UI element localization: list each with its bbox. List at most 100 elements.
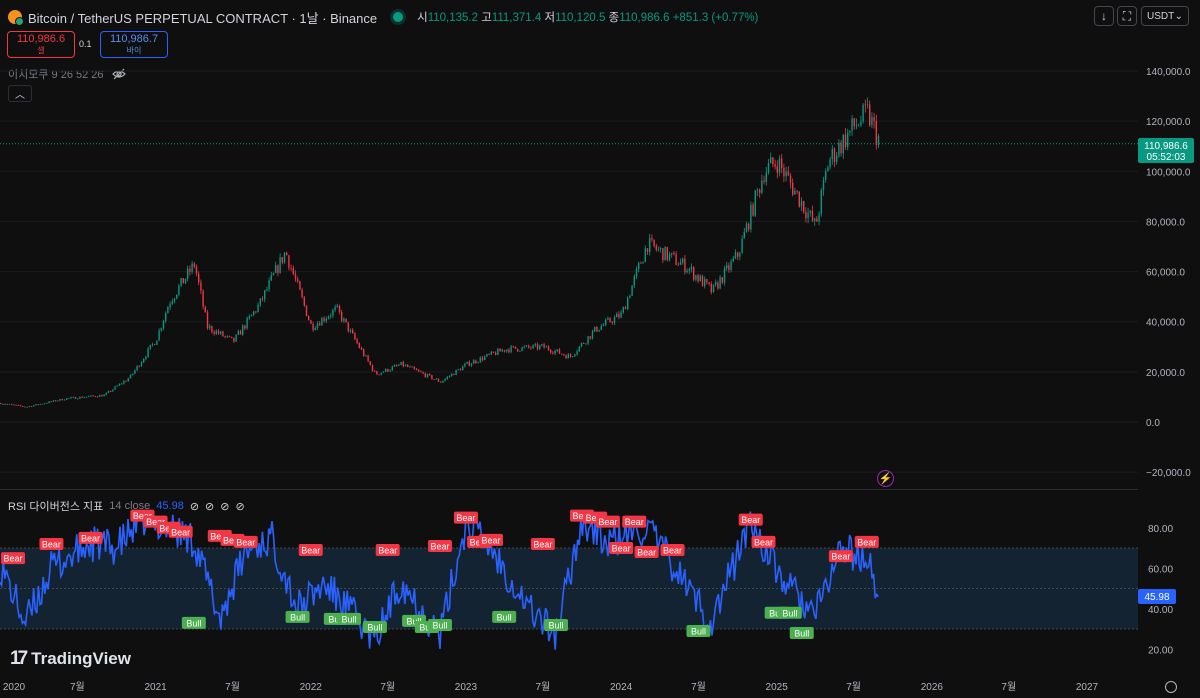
label-text: Bear (133, 511, 152, 521)
candle-body (827, 167, 829, 172)
candle-body (369, 361, 371, 366)
candle-body (200, 282, 202, 291)
price-axis[interactable]: 140,000.0 120,000.0 100,000.0 80,000.0 60,00… (1146, 67, 1191, 479)
high-value: 111,371.4 (491, 12, 542, 24)
candle-body (374, 370, 376, 372)
candle-body (706, 279, 708, 283)
candle-body (332, 309, 334, 316)
candle-body (2, 404, 4, 405)
bull-label: Bull (285, 610, 310, 623)
candle-body (761, 180, 763, 193)
candle-body (198, 273, 200, 283)
candle-body (860, 121, 862, 126)
candle-body (609, 318, 611, 323)
order-quantity[interactable]: 0.1 (79, 39, 92, 49)
candle-body (580, 343, 583, 347)
candle-body (149, 344, 151, 349)
bear-label: Bear (78, 531, 103, 544)
candle-body (585, 343, 587, 345)
candle-body (184, 278, 187, 284)
candle-body (13, 404, 15, 406)
candle-body (589, 336, 591, 339)
candle-body (695, 275, 697, 280)
candle-body (338, 305, 341, 313)
rsi-value-label: 45.98 (1138, 589, 1176, 604)
rsi-axis[interactable]: 80.00 60.00 40.00 20.00 (1148, 524, 1173, 657)
candle-body (19, 405, 22, 407)
candle-body (688, 269, 690, 271)
time-axis[interactable]: 2020 7월 2021 7월 2022 7월 2023 7월 2024 7월 2025 7월 2026… (3, 681, 1099, 693)
candle-body (255, 311, 257, 313)
candle-body (646, 248, 649, 253)
label-text: Bear (456, 513, 475, 523)
candle-body (873, 117, 875, 122)
bear-label: Bear (595, 515, 620, 528)
candle-body (825, 171, 827, 180)
candle-body (125, 380, 127, 382)
candle-body (393, 365, 396, 367)
candle-body (811, 210, 814, 221)
rsi-tick-label: 40.00 (1148, 605, 1173, 616)
candle-body (554, 350, 556, 354)
candle-body (803, 201, 805, 212)
candle-body (671, 252, 673, 255)
candle-body (622, 307, 624, 313)
collapse-legend-button[interactable]: ︿ (8, 85, 32, 102)
price-tick-label: 60,000.0 (1146, 268, 1185, 279)
candle-body (675, 253, 677, 265)
candle-body (299, 281, 301, 290)
candle-body (840, 142, 842, 154)
candle-body (352, 329, 354, 334)
label-text: Bull (794, 629, 809, 639)
lightning-icon[interactable]: ⚡ (877, 470, 894, 487)
price-tick-label: 20,000.0 (1146, 368, 1185, 379)
buy-button[interactable]: 110,986.7 바이 (100, 31, 168, 58)
candle-body (462, 366, 464, 371)
candle-body (68, 398, 70, 399)
candle-body (46, 403, 48, 404)
candle-body (176, 294, 178, 299)
rsi-legend[interactable]: RSI 다이버전스 지표 14 close 45.98 ⊘ ⊘ ⊘ ⊘ (8, 498, 245, 514)
candle-body (501, 350, 503, 352)
tv-logo-icon: 17 (10, 648, 28, 669)
candle-body (143, 359, 145, 363)
gear-icon[interactable] (1165, 681, 1177, 693)
bull-label: Bull (777, 606, 802, 619)
candle-body (319, 323, 321, 326)
bear-label: Bear (634, 546, 659, 559)
candle-body (385, 368, 387, 372)
label-bg (777, 606, 802, 619)
download-button[interactable]: ↓ (1094, 6, 1114, 26)
candle-body (437, 378, 440, 382)
candle-body (162, 321, 165, 329)
candle-body (0, 403, 2, 405)
ichimoku-label: 이치모쿠 9 26 52 26 (8, 69, 104, 81)
candle-body (341, 312, 343, 321)
bear-label: Bear (751, 535, 776, 548)
candle-body (594, 326, 596, 332)
label-text: Bear (754, 537, 773, 547)
candle-body (222, 331, 224, 337)
label-text: Bull (549, 620, 564, 630)
symbol-title[interactable]: Bitcoin / TetherUS PERPETUAL CONTRACT · … (28, 10, 378, 26)
fullscreen-button[interactable]: ⛶ (1117, 6, 1137, 26)
bull-label: Bull (337, 612, 362, 625)
close-label: 종 (608, 12, 620, 24)
candle-body (279, 257, 281, 273)
sell-label: 셀 (37, 46, 45, 55)
bear-label: Bear (738, 513, 763, 526)
candle-body (160, 328, 162, 331)
bear-label: Bear (168, 525, 193, 538)
candle-body (752, 204, 754, 216)
sell-button[interactable]: 110,986.6 셀 (7, 31, 75, 58)
candle-body (235, 334, 237, 342)
candle-body (35, 404, 37, 406)
candle-body (147, 348, 149, 357)
currency-select[interactable]: USDT ⌄ (1141, 6, 1189, 26)
bear-label: Bear (530, 537, 555, 550)
candle-body (600, 325, 602, 330)
time-tick-label: 2026 (921, 682, 944, 693)
candle-body (611, 322, 613, 323)
candle-body (704, 279, 706, 287)
